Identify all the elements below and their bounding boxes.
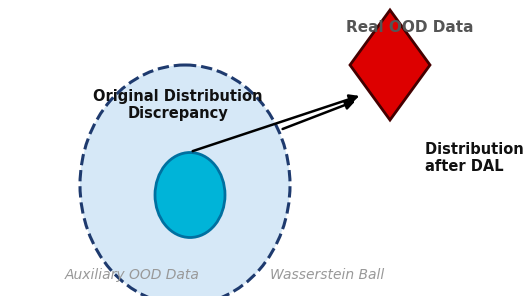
Text: Real OOD Data: Real OOD Data <box>346 20 474 35</box>
Ellipse shape <box>155 152 225 237</box>
Text: Original Distribution
Discrepancy: Original Distribution Discrepancy <box>93 89 263 121</box>
Text: Auxiliary OOD Data: Auxiliary OOD Data <box>65 268 200 282</box>
Text: Distribution Discrepancy
after DAL: Distribution Discrepancy after DAL <box>425 142 524 174</box>
Ellipse shape <box>80 65 290 296</box>
Text: Wasserstein Ball: Wasserstein Ball <box>270 268 384 282</box>
Polygon shape <box>350 10 430 120</box>
